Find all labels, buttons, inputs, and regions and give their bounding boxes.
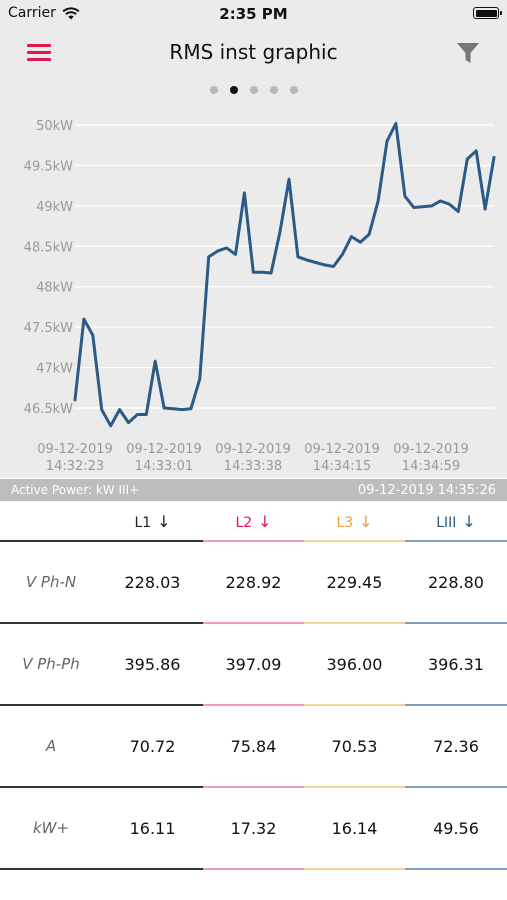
wifi-icon — [62, 7, 80, 20]
table-row: V Ph-N 228.03 228.92 229.45 228.80 — [0, 541, 507, 624]
row-label: V Ph-N — [0, 541, 102, 624]
page-dot[interactable] — [269, 86, 278, 94]
cell-value: 229.45 — [304, 541, 405, 624]
y-tick-label: 50kW — [36, 119, 73, 134]
header-empty — [0, 502, 102, 542]
x-tick-date: 09-12-2019 — [304, 442, 380, 457]
cell-value: 16.14 — [304, 787, 405, 870]
x-tick-time: 14:34:59 — [402, 459, 460, 474]
page-indicator[interactable] — [0, 86, 507, 94]
y-tick-label: 48.5kW — [24, 240, 73, 255]
clock: 2:35 PM — [219, 5, 288, 23]
cell-value: 70.72 — [102, 705, 203, 788]
y-tick-label: 49kW — [36, 200, 73, 215]
chart-panel — [0, 0, 507, 478]
power-line-chart: 50kW 49.5kW 49kW 48.5kW 48kW 47.5kW 47kW 46.5kW… — [24, 119, 496, 474]
x-tick-date: 09-12-2019 — [37, 442, 113, 457]
table-header-row: L1 ↓ L2 ↓ L3 ↓ LIII ↓ — [0, 502, 507, 542]
page-dot[interactable] — [209, 86, 218, 94]
cell-value: 395.86 — [102, 623, 203, 706]
sort-arrow-icon: ↓ — [157, 511, 171, 531]
x-tick-date: 09-12-2019 — [126, 442, 202, 457]
cell-value: 49.56 — [405, 787, 507, 870]
x-tick-date: 09-12-2019 — [215, 442, 291, 457]
battery-icon — [473, 7, 502, 19]
cell-value: 70.53 — [304, 705, 405, 788]
sort-arrow-icon: ↓ — [258, 511, 272, 531]
page-title: RMS inst graphic — [169, 40, 338, 64]
filter-icon[interactable] — [456, 42, 480, 64]
y-tick-label: 47.5kW — [24, 321, 73, 336]
column-header-l2[interactable]: L2 ↓ — [203, 502, 304, 542]
column-header-l1[interactable]: L1 ↓ — [102, 502, 203, 542]
page-dot[interactable] — [249, 86, 258, 94]
carrier-label: Carrier — [8, 5, 56, 21]
measure-label: Active Power: kW III+ — [11, 483, 140, 497]
nav-bar: RMS inst graphic — [0, 28, 507, 78]
row-label: A — [0, 705, 102, 788]
x-tick-date: 09-12-2019 — [393, 442, 469, 457]
x-tick-time: 14:32:23 — [46, 459, 104, 474]
cell-value: 396.00 — [304, 623, 405, 706]
measurements-table: L1 ↓ L2 ↓ L3 ↓ LIII ↓ V Ph-N 228.03 228.92 2… — [0, 502, 507, 870]
sort-arrow-icon: ↓ — [359, 511, 373, 531]
cell-value: 228.92 — [203, 541, 304, 624]
y-tick-label: 49.5kW — [24, 159, 73, 174]
status-bar: Carrier 2:35 PM — [0, 0, 507, 28]
row-label: V Ph-Ph — [0, 623, 102, 706]
row-label: kW+ — [0, 787, 102, 870]
y-tick-label: 47kW — [36, 362, 73, 377]
page-dot[interactable] — [229, 86, 238, 94]
info-bar: Active Power: kW III+ 09-12-2019 14:35:2… — [0, 479, 507, 501]
y-tick-label: 46.5kW — [24, 402, 73, 417]
column-header-l3[interactable]: L3 ↓ — [304, 502, 405, 542]
series-line — [73, 121, 496, 428]
hamburger-menu-icon[interactable] — [27, 44, 51, 62]
cell-value: 228.03 — [102, 541, 203, 624]
x-tick-time: 14:34:15 — [313, 459, 371, 474]
cell-value: 17.32 — [203, 787, 304, 870]
cell-value: 228.80 — [405, 541, 507, 624]
cell-value: 75.84 — [203, 705, 304, 788]
table-row: kW+ 16.11 17.32 16.14 49.56 — [0, 787, 507, 870]
cell-value: 72.36 — [405, 705, 507, 788]
page-dot[interactable] — [289, 86, 298, 94]
cell-value: 397.09 — [203, 623, 304, 706]
column-header-liii[interactable]: LIII ↓ — [405, 502, 507, 542]
sort-arrow-icon: ↓ — [462, 511, 476, 531]
cell-value: 396.31 — [405, 623, 507, 706]
timestamp: 09-12-2019 14:35:26 — [357, 483, 496, 498]
table-row: V Ph-Ph 395.86 397.09 396.00 396.31 — [0, 623, 507, 706]
cell-value: 16.11 — [102, 787, 203, 870]
table-row: A 70.72 75.84 70.53 72.36 — [0, 705, 507, 788]
y-tick-label: 48kW — [36, 281, 73, 296]
x-tick-time: 14:33:01 — [135, 459, 193, 474]
x-tick-time: 14:33:38 — [224, 459, 282, 474]
